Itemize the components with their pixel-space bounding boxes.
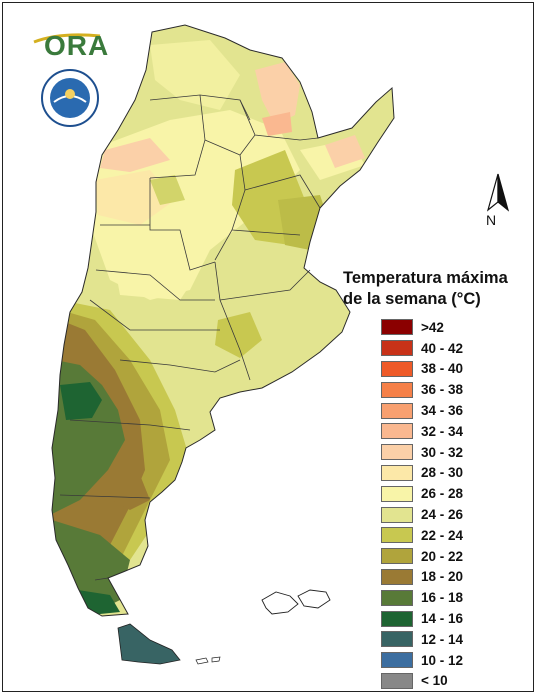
legend-label: 14 - 16	[421, 611, 464, 627]
legend-item: < 10	[381, 671, 463, 692]
legend-swatch	[381, 402, 413, 419]
legend-label: 26 - 28	[421, 486, 464, 502]
small-islands	[195, 656, 221, 665]
legend-label: 40 - 42	[421, 340, 464, 356]
legend-item: 38 - 40	[381, 359, 463, 380]
legend-swatch	[381, 340, 413, 357]
legend-label: 34 - 36	[421, 403, 464, 419]
legend-label: 30 - 32	[421, 444, 464, 460]
ora-logo-text: ORA	[44, 30, 110, 61]
legend-swatch	[381, 381, 413, 398]
legend-title-line2: de la semana (°C)	[343, 290, 481, 308]
legend-label: 20 - 22	[421, 548, 464, 564]
legend-item: 28 - 30	[381, 463, 463, 484]
legend-item: 32 - 34	[381, 421, 463, 442]
legend-swatch	[381, 360, 413, 377]
legend-item: 22 - 24	[381, 525, 463, 546]
temperature-zones	[52, 40, 365, 616]
legend-swatch	[381, 631, 413, 648]
legend-item: 34 - 36	[381, 400, 463, 421]
legend-item: 12 - 14	[381, 629, 463, 650]
legend: >42 40 - 42 38 - 40 36 - 38 34 - 36 32 - 34 30…	[381, 317, 463, 691]
legend-swatch	[381, 589, 413, 606]
legend-swatch	[381, 485, 413, 502]
legend-label: 24 - 26	[421, 507, 464, 523]
legend-label: >42	[421, 319, 444, 335]
legend-swatch	[381, 527, 413, 544]
malvinas-islands	[261, 589, 331, 615]
legend-swatch	[381, 506, 413, 523]
legend-swatch	[381, 568, 413, 585]
legend-swatch	[381, 423, 413, 440]
north-label: N	[486, 212, 497, 228]
legend-item: 10 - 12	[381, 650, 463, 671]
legend-swatch	[381, 464, 413, 481]
legend-item: 24 - 26	[381, 504, 463, 525]
legend-label: < 10	[421, 673, 448, 689]
legend-label: 36 - 38	[421, 382, 464, 398]
smn-logo-icon	[41, 69, 99, 127]
legend-swatch	[381, 548, 413, 565]
legend-item: 18 - 20	[381, 567, 463, 588]
province-boundaries	[59, 94, 321, 581]
ora-logo	[33, 33, 101, 44]
legend-label: 16 - 18	[421, 590, 464, 606]
legend-label: 32 - 34	[421, 423, 464, 439]
legend-label: 18 - 20	[421, 569, 464, 585]
legend-item: 36 - 38	[381, 379, 463, 400]
legend-label: 10 - 12	[421, 652, 464, 668]
legend-item: 26 - 28	[381, 483, 463, 504]
legend-item: 20 - 22	[381, 546, 463, 567]
legend-label: 12 - 14	[421, 631, 464, 647]
legend-title-line1: Temperatura máxima	[343, 269, 508, 287]
legend-swatch	[381, 444, 413, 461]
legend-item: >42	[381, 317, 463, 338]
legend-swatch	[381, 610, 413, 627]
legend-item: 16 - 18	[381, 587, 463, 608]
legend-swatch	[381, 652, 413, 669]
legend-item: 14 - 16	[381, 608, 463, 629]
legend-item: 30 - 32	[381, 442, 463, 463]
tierra-del-fuego	[117, 623, 181, 665]
legend-swatch	[381, 672, 413, 689]
legend-item: 40 - 42	[381, 338, 463, 359]
legend-label: 38 - 40	[421, 361, 464, 377]
legend-title: Temperatura máxima de la semana (°C)	[343, 268, 533, 310]
legend-label: 22 - 24	[421, 527, 464, 543]
legend-label: 28 - 30	[421, 465, 464, 481]
legend-swatch	[381, 319, 413, 336]
north-arrow-icon	[486, 173, 510, 212]
